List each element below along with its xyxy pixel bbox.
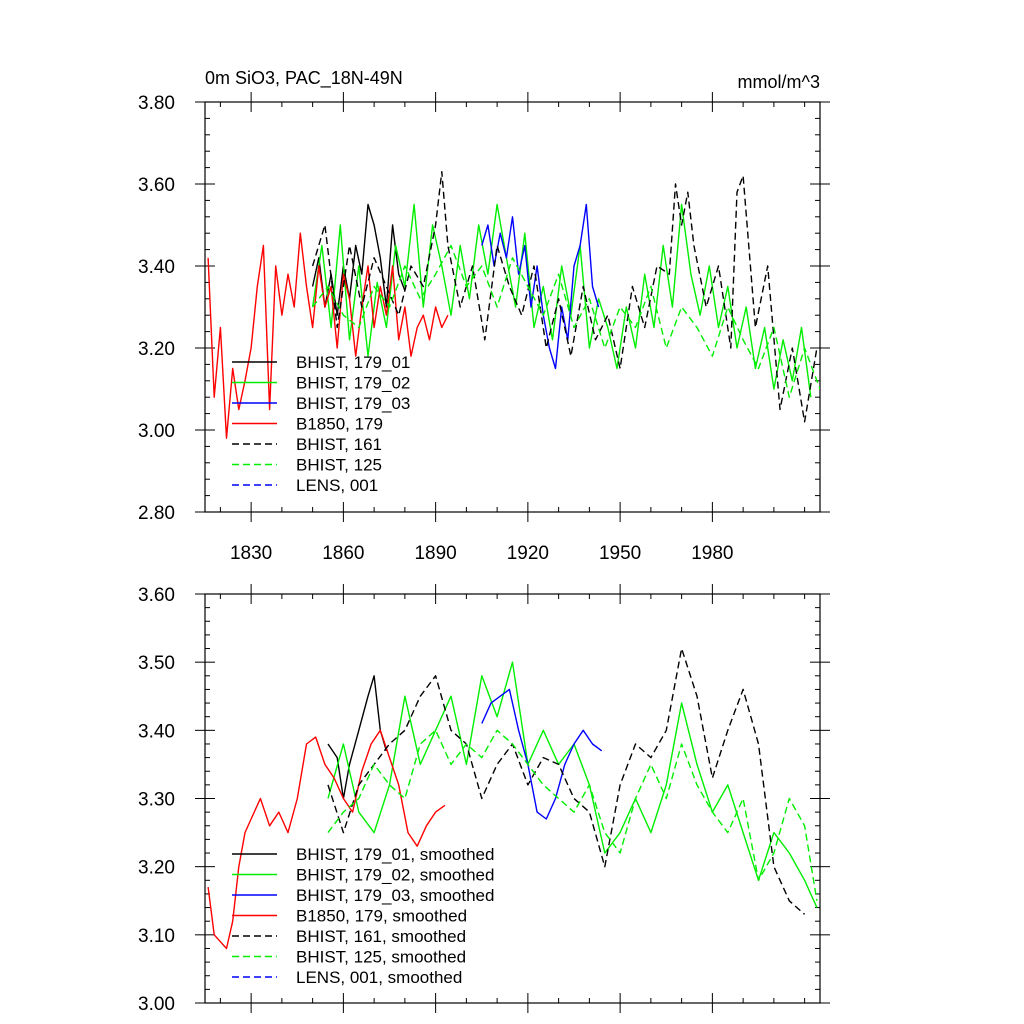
y-tick-label: 2.80 xyxy=(138,503,175,524)
legend-label: BHIST, 179_01 xyxy=(296,353,410,372)
y-tick-label: 3.40 xyxy=(138,721,175,742)
legend-label: BHIST, 161 xyxy=(296,435,382,454)
series-group xyxy=(207,170,820,439)
plot-frame xyxy=(204,101,821,513)
y-tick-label: 3.80 xyxy=(138,93,175,114)
units-label: mmol/m^3 xyxy=(738,72,820,92)
legend-label: BHIST, 125 xyxy=(296,456,382,475)
series-line xyxy=(311,170,818,423)
y-tick-label: 3.20 xyxy=(138,339,175,360)
series-line xyxy=(481,203,600,370)
legend-label: B1850, 179 xyxy=(296,415,383,434)
y-tick-label: 3.40 xyxy=(138,257,175,278)
x-tick-label: 1890 xyxy=(414,543,456,564)
series-line xyxy=(481,688,603,820)
series-line xyxy=(311,203,812,398)
x-tick-label: 1860 xyxy=(322,543,364,564)
y-tick-label: 3.20 xyxy=(138,858,175,879)
series-line xyxy=(327,729,818,901)
y-tick-label: 3.30 xyxy=(138,790,175,811)
legend-label: B1850, 179, smoothed xyxy=(296,907,467,926)
y-tick-label: 3.00 xyxy=(138,421,175,442)
chart-title: 0m SiO3, PAC_18N-49N xyxy=(205,68,403,89)
top-panel: 1830 1860 1890 1920 1950 1980 2.80 3.00 3.20 3.40… xyxy=(138,68,830,564)
x-tick-label: 1980 xyxy=(691,543,733,564)
x-tick-label: 1830 xyxy=(230,543,272,564)
series-line xyxy=(207,232,449,439)
y-tick-label: 3.10 xyxy=(138,926,175,947)
series-line xyxy=(327,647,806,915)
x-tick-label: 1920 xyxy=(507,543,549,564)
series-line xyxy=(311,203,406,316)
legend-label: BHIST, 179_03, smoothed xyxy=(296,886,494,905)
legend-label: BHIST, 179_02, smoothed xyxy=(296,866,494,885)
y-tick-label: 3.60 xyxy=(138,175,175,196)
legend-label: BHIST, 125, smoothed xyxy=(296,948,466,967)
series-line xyxy=(207,729,446,950)
legend-label: BHIST, 179_03 xyxy=(296,394,410,413)
bottom-panel: 3.00 3.10 3.20 3.30 3.40 3.50 3.60 BHIST, 179_0… xyxy=(138,584,830,1015)
y-tick-label: 3.00 xyxy=(138,994,175,1015)
series-line xyxy=(327,675,388,800)
legend-label: BHIST, 179_02 xyxy=(296,374,410,393)
y-tick-label: 3.50 xyxy=(138,653,175,674)
x-tick-label: 1950 xyxy=(599,543,641,564)
legend-label: BHIST, 161, smoothed xyxy=(296,927,466,946)
legend-label: BHIST, 179_01, smoothed xyxy=(296,845,494,864)
legend-label: LENS, 001, smoothed xyxy=(296,968,462,987)
legend-label: LENS, 001 xyxy=(296,476,378,495)
series-line xyxy=(312,244,820,398)
y-tick-label: 3.60 xyxy=(138,585,175,606)
series-group xyxy=(207,647,818,950)
